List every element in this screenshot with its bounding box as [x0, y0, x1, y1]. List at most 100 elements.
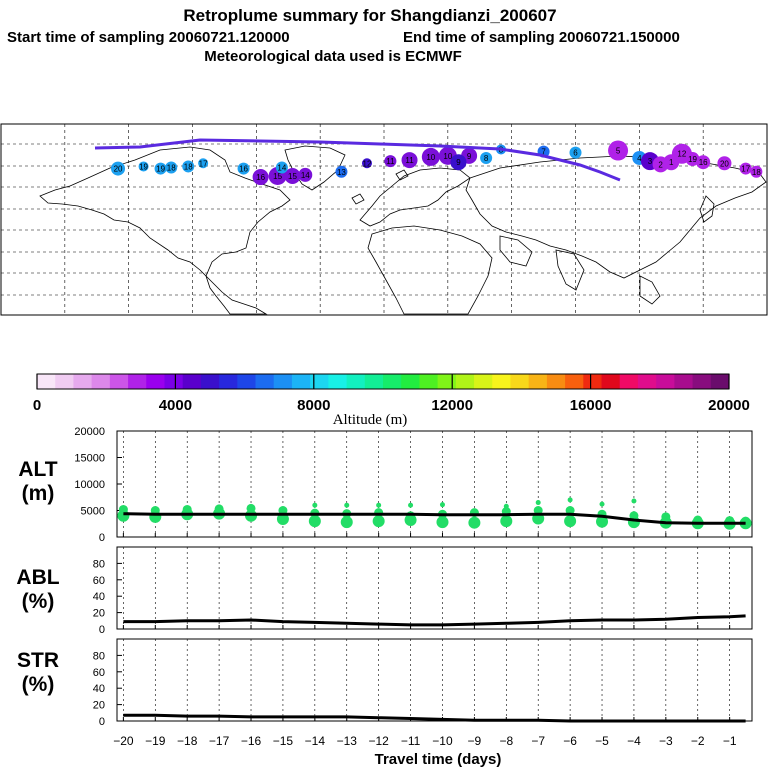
plume-marker-dot: [608, 140, 629, 161]
plume-marker-label: 6: [573, 149, 578, 158]
plume-marker-dot: [421, 147, 440, 166]
colorbar-swatch: [291, 374, 311, 389]
y-tick-label: 60: [93, 667, 105, 679]
plume-altitude-blob: [500, 515, 513, 528]
x-tick-label: −12: [368, 734, 389, 748]
y-tick-label: 20000: [74, 426, 105, 438]
plume-altitude-blob: [376, 502, 382, 508]
colorbar-swatch: [146, 374, 165, 389]
plume-marker-label: 12: [677, 150, 686, 159]
end-time-label: End time of sampling 20060721.150000: [403, 29, 680, 46]
plume-marker-label: 11: [405, 156, 414, 165]
plume-marker: 19: [685, 152, 700, 167]
colorbar-swatch: [310, 374, 329, 389]
plume-altitude-blob: [408, 502, 414, 508]
colorbar-tick-label: 0: [33, 397, 41, 414]
plume-marker: 11: [384, 155, 397, 168]
plume-marker-label: 2: [658, 160, 663, 169]
plume-marker-dot: [401, 152, 418, 169]
plume-marker-dot: [717, 156, 732, 171]
x-tick-label: −19: [145, 734, 166, 748]
colorbar-swatch: [219, 374, 238, 389]
panel-unit: (%): [22, 673, 55, 696]
x-tick-label: −5: [595, 734, 609, 748]
plume-altitude-blob: [468, 516, 481, 529]
y-tick-label: 20: [93, 700, 105, 712]
plume-marker: 9: [450, 154, 467, 171]
x-tick-label: −1: [723, 734, 737, 748]
x-tick-label: −14: [305, 734, 326, 748]
plume-marker-dot: [739, 162, 752, 175]
colorbar-swatch: [109, 374, 129, 389]
colorbar-swatch: [565, 374, 584, 389]
y-tick-label: 80: [93, 650, 105, 662]
colorbar-swatch: [364, 374, 384, 389]
plume-altitude-blob: [439, 502, 445, 508]
plume-marker: 17: [739, 162, 752, 175]
plume-marker: 6: [569, 146, 582, 159]
plume-marker-label: 8: [484, 154, 489, 163]
x-tick-label: −8: [499, 734, 513, 748]
x-tick-label: −2: [691, 734, 705, 748]
plume-marker-label: 17: [741, 165, 750, 174]
altitude-colorbar: [36, 373, 730, 390]
plume-altitude-blob: [661, 512, 671, 522]
plume-marker-label: 4: [637, 154, 642, 163]
plume-marker-label: 14: [277, 164, 286, 173]
y-tick-label: 0: [99, 532, 105, 544]
plume-marker-dot: [111, 161, 126, 176]
plume-marker-dot: [685, 152, 700, 167]
plume-altitude-blob: [344, 502, 350, 508]
plume-altitude-blob: [372, 515, 385, 528]
colorbar-swatch: [255, 374, 275, 389]
plume-altitude-blob: [214, 504, 224, 514]
plume-marker-label: 20: [114, 165, 123, 174]
y-tick-label: 0: [99, 624, 105, 636]
plume-marker-dot: [480, 151, 493, 164]
plume-marker-label: 12: [363, 159, 372, 168]
x-tick-label: −9: [468, 734, 482, 748]
plume-altitude-blob: [564, 515, 577, 528]
colorbar-tick-label: 20000: [708, 397, 750, 414]
met-data-label: Meteorological data used is ECMWF: [204, 48, 462, 65]
plume-marker-dot: [198, 158, 209, 169]
panel-frame: [116, 638, 753, 722]
plume-altitude-blob: [567, 497, 573, 503]
plume-altitude-blob: [503, 503, 509, 509]
panel-unit: (m): [22, 482, 55, 505]
plume-altitude-blob: [599, 501, 605, 507]
x-tick-label: −15: [273, 734, 294, 748]
plume-marker-dot: [384, 155, 397, 168]
plume-altitude-blob: [406, 511, 416, 521]
x-tick-label: −7: [531, 734, 545, 748]
trajectory-line: [94, 138, 621, 182]
plume-marker-label: 16: [239, 165, 248, 174]
plume-altitude-blob: [535, 500, 541, 506]
plume-marker-label: 20: [720, 159, 729, 168]
y-tick-label: 20: [93, 608, 105, 620]
x-tick-label: −6: [563, 734, 577, 748]
plume-altitude-blob: [246, 503, 256, 513]
plume-marker-dot: [298, 167, 313, 182]
x-tick-label: −11: [401, 734, 421, 748]
panel-alt: 0 5000 10000 15000 20000 ALT(m): [18, 426, 753, 544]
map-gridlines: [0, 124, 768, 315]
panel-label: ALT: [18, 458, 57, 481]
plume-marker: 17: [198, 158, 209, 169]
plume-marker: 16: [696, 155, 711, 170]
plume-marker-label: 3: [648, 157, 653, 166]
colorbar-swatch: [674, 374, 693, 389]
y-tick-label: 0: [99, 716, 105, 728]
y-tick-label: 5000: [81, 506, 105, 518]
colorbar-swatch: [273, 374, 293, 389]
colorbar-swatch: [437, 374, 457, 389]
plume-marker-label: 18: [167, 164, 176, 173]
plume-marker-label: 1: [669, 158, 674, 167]
colorbar-title: Altitude (m): [333, 412, 408, 428]
plume-marker-dot: [750, 165, 763, 178]
plume-marker-label: 9: [456, 158, 461, 167]
colorbar-swatch: [656, 374, 675, 389]
x-tick-label: −18: [177, 734, 198, 748]
colorbar-swatch: [474, 374, 493, 389]
